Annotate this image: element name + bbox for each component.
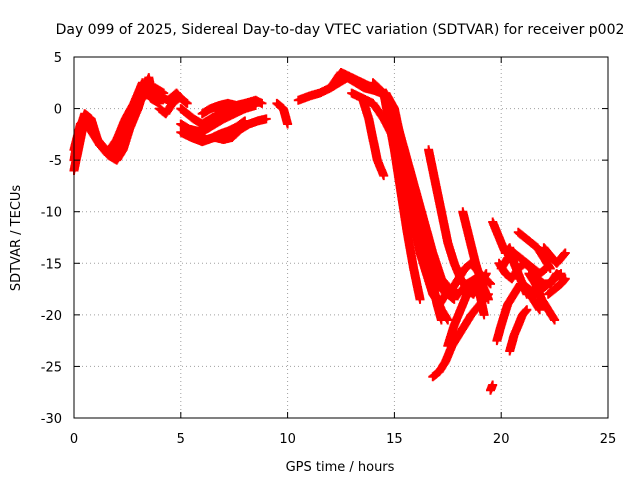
plot-frame	[73, 56, 609, 419]
series-track-3	[69, 78, 164, 157]
data-point-markers	[357, 93, 389, 181]
data-point-markers	[428, 289, 493, 382]
x-tick-label: 0	[70, 432, 78, 447]
series-track-24	[458, 207, 493, 304]
y-tick-label: -15	[41, 257, 62, 272]
y-tick-label: 5	[54, 51, 62, 66]
y-tick-label: 0	[54, 103, 62, 118]
series-track-11	[272, 98, 293, 129]
series-track-29	[496, 248, 551, 279]
data-point-markers	[443, 269, 485, 351]
data-point-markers	[193, 114, 271, 144]
data-point-markers	[424, 145, 491, 299]
y-tick-label: -25	[41, 360, 62, 375]
series-track-25	[486, 380, 498, 395]
chart-title: Day 099 of 2025, Sidereal Day-to-day VTE…	[56, 22, 625, 38]
data-point-markers	[543, 274, 570, 299]
data-point-markers	[272, 98, 293, 129]
series-track-10	[197, 98, 250, 119]
y-tick-label: -5	[49, 154, 62, 169]
x-tick-label: 15	[386, 432, 403, 447]
series-track-31	[513, 227, 555, 273]
y-axis-label: SDTVAR / TECUs	[9, 185, 24, 292]
series-track-23	[443, 269, 485, 351]
data-point-markers	[539, 243, 570, 268]
data-point-markers	[486, 380, 498, 395]
series-track-15	[357, 93, 389, 181]
data-point-markers	[524, 269, 560, 325]
axis-ticks: 0 5 10 15 20 25 5 0 -5 -10 -15 -20 -25 -30	[41, 51, 617, 447]
data-point-markers	[513, 227, 555, 273]
series-track-20	[411, 217, 453, 325]
x-tick-label: 25	[600, 432, 617, 447]
x-tick-label: 5	[177, 432, 185, 447]
x-axis-label: GPS time / hours	[286, 460, 395, 475]
series-track-22	[428, 289, 493, 382]
data-point-markers	[458, 207, 493, 304]
series-track-5	[154, 93, 184, 119]
data-point-markers	[69, 78, 164, 157]
data-points	[69, 68, 570, 395]
data-point-markers	[496, 248, 551, 279]
data-point-markers	[197, 98, 250, 119]
data-point-markers	[505, 305, 532, 356]
series-track-21	[424, 145, 491, 299]
data-point-markers	[411, 217, 453, 325]
y-tick-label: -10	[41, 206, 62, 221]
series-track-30	[505, 305, 532, 356]
x-tick-label: 10	[279, 432, 296, 447]
data-point-markers	[154, 93, 184, 119]
y-tick-label: -30	[41, 412, 62, 427]
series-track-33	[524, 269, 560, 325]
series-track-35	[543, 274, 570, 299]
y-tick-label: -20	[41, 309, 62, 324]
series-track-9	[193, 114, 271, 144]
series-track-34	[539, 243, 570, 268]
x-tick-label: 20	[493, 432, 510, 447]
